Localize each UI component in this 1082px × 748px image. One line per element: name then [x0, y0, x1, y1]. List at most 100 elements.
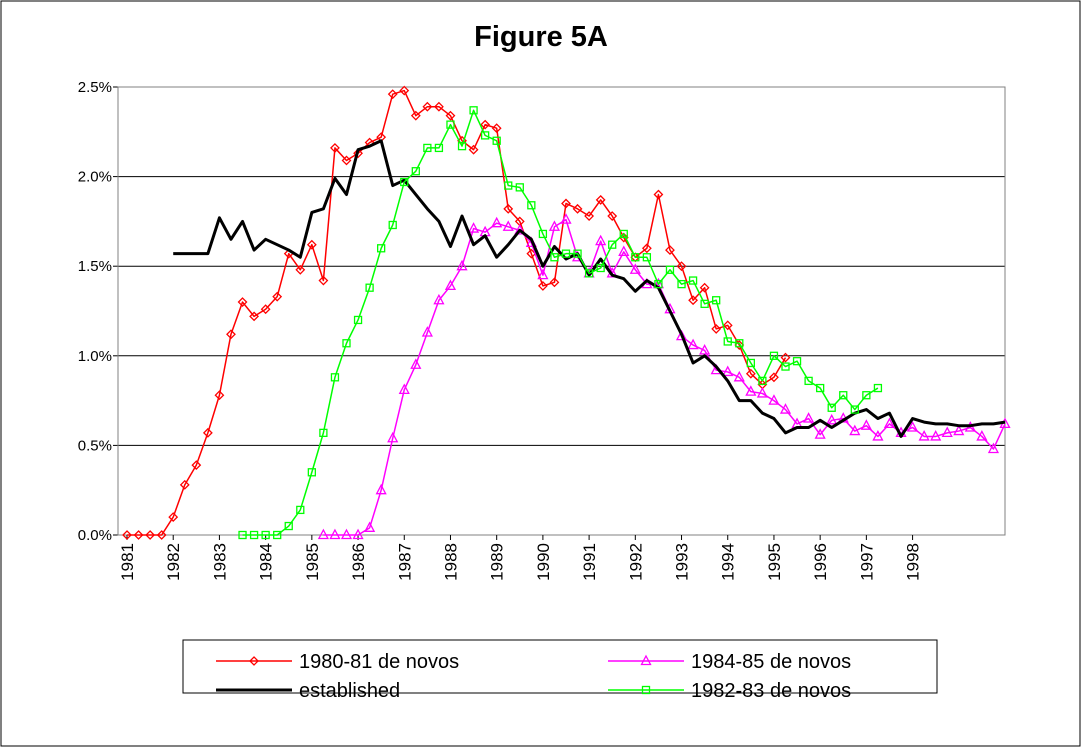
- marker: [816, 383, 825, 393]
- marker: [953, 424, 965, 436]
- x-tick-label: 1996: [811, 543, 830, 581]
- x-tick-label: 1983: [210, 543, 229, 581]
- marker: [700, 299, 709, 308]
- x-tick-label: 1986: [349, 543, 368, 581]
- marker: [619, 229, 628, 239]
- marker: [202, 427, 213, 438]
- x-tick-label: 1994: [719, 543, 738, 581]
- marker: [273, 530, 282, 540]
- marker: [549, 277, 560, 288]
- marker: [699, 282, 710, 293]
- marker: [133, 530, 144, 540]
- marker: [249, 656, 259, 666]
- y-tick-label: 2.5%: [78, 79, 112, 96]
- x-tick-label: 1981: [118, 543, 137, 581]
- marker: [504, 181, 513, 190]
- y-tick-label: 0.0%: [78, 527, 112, 544]
- legend-label: 1982-83 de novos: [691, 680, 851, 702]
- marker: [839, 391, 848, 400]
- marker: [883, 417, 896, 429]
- marker: [595, 234, 607, 246]
- marker: [388, 220, 397, 230]
- marker: [411, 167, 420, 176]
- marker: [653, 189, 664, 200]
- marker: [261, 530, 270, 540]
- marker: [873, 383, 883, 393]
- marker: [814, 428, 826, 439]
- marker: [400, 177, 409, 187]
- marker: [665, 245, 675, 255]
- marker: [410, 110, 421, 121]
- marker: [491, 216, 503, 228]
- legend-box: [182, 639, 938, 694]
- marker: [249, 530, 259, 540]
- marker: [480, 131, 490, 140]
- marker: [538, 229, 548, 239]
- marker: [422, 101, 433, 112]
- marker: [329, 528, 341, 540]
- marker: [515, 183, 524, 192]
- x-tick-label: 1993: [673, 543, 692, 581]
- x-tick-label: 1998: [904, 543, 923, 581]
- marker: [872, 430, 884, 441]
- legend-label: established: [299, 680, 400, 702]
- y-tick-label: 2.0%: [78, 169, 112, 186]
- marker: [756, 387, 768, 398]
- marker: [930, 430, 942, 441]
- marker: [560, 213, 572, 224]
- marker: [654, 279, 663, 289]
- y-tick-label: 0.5%: [78, 437, 112, 454]
- marker: [827, 403, 836, 412]
- marker: [284, 521, 293, 531]
- marker: [573, 249, 582, 258]
- marker: [319, 428, 328, 438]
- marker: [849, 424, 861, 436]
- x-tick-label: 1989: [488, 543, 507, 581]
- marker: [249, 311, 259, 322]
- marker: [758, 376, 767, 386]
- marker: [735, 339, 744, 348]
- marker: [631, 253, 640, 262]
- marker: [457, 141, 467, 151]
- marker: [548, 220, 561, 231]
- x-tick-label: 1997: [857, 543, 876, 581]
- x-tick-label: 1982: [164, 543, 183, 581]
- marker: [456, 259, 468, 271]
- marker: [237, 297, 248, 307]
- marker: [260, 304, 271, 315]
- marker: [330, 373, 340, 382]
- marker: [779, 403, 792, 414]
- marker: [768, 394, 780, 405]
- marker: [317, 528, 329, 540]
- marker: [446, 120, 455, 129]
- marker: [226, 329, 236, 340]
- marker: [618, 245, 630, 257]
- marker: [722, 365, 734, 377]
- marker: [550, 253, 559, 262]
- marker: [688, 295, 698, 306]
- marker: [433, 293, 445, 305]
- marker: [421, 326, 433, 337]
- marker: [398, 383, 410, 394]
- marker: [191, 460, 202, 471]
- marker: [491, 123, 502, 134]
- marker: [642, 253, 652, 262]
- marker: [341, 155, 352, 166]
- marker: [826, 413, 838, 425]
- marker: [527, 201, 536, 210]
- x-tick-label: 1987: [395, 543, 414, 581]
- marker: [987, 442, 1000, 454]
- marker: [353, 148, 363, 159]
- marker: [387, 431, 399, 443]
- marker: [168, 512, 179, 522]
- marker: [179, 479, 190, 490]
- marker: [492, 136, 501, 145]
- marker: [423, 143, 432, 153]
- y-tick-label: 1.0%: [78, 348, 112, 365]
- marker: [640, 654, 652, 666]
- marker: [514, 223, 526, 235]
- marker: [584, 211, 595, 221]
- marker: [745, 385, 757, 396]
- marker: [365, 283, 374, 292]
